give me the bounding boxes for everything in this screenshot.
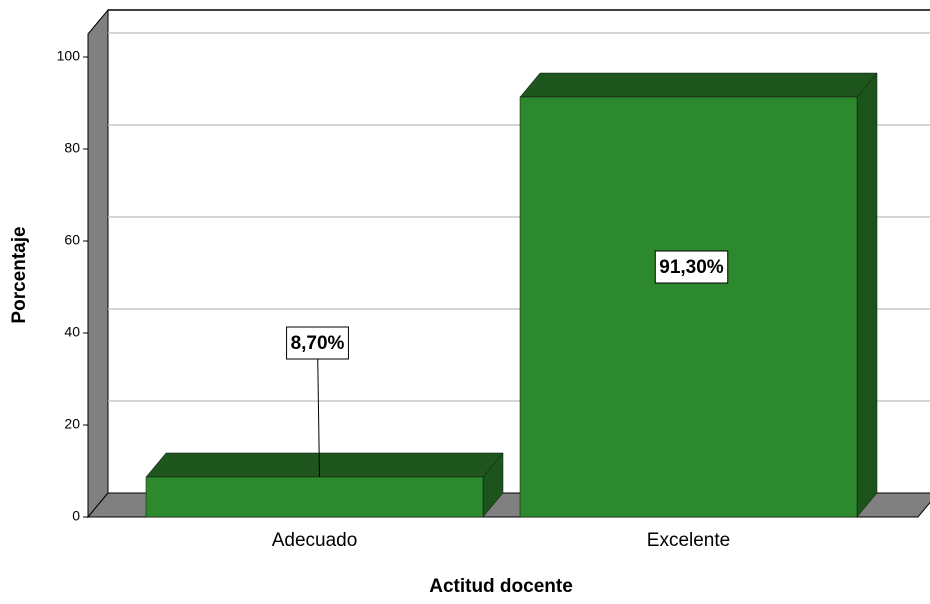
value-label: 8,70%	[291, 333, 345, 354]
x-tick-label: Adecuado	[272, 530, 358, 551]
x-axis-title: Actitud docente	[429, 576, 573, 597]
bar-top	[145, 452, 504, 478]
y-tick-label: 0	[72, 508, 80, 524]
value-label-box	[286, 326, 349, 360]
y-tick-label: 60	[64, 232, 80, 248]
value-label-box	[654, 250, 729, 284]
label-leader	[317, 342, 320, 477]
y-tick-label: 80	[64, 140, 80, 156]
bar-side	[856, 72, 878, 518]
y-tick-label: 20	[64, 416, 80, 432]
y-axis-title: Porcentaje	[9, 226, 30, 323]
y-tick-label: 100	[57, 48, 81, 64]
bar-top	[519, 72, 878, 98]
bar	[145, 476, 484, 518]
value-label-group: 8,70%	[286, 326, 349, 360]
y-tick-label: 40	[64, 324, 80, 340]
left-wall	[87, 8, 109, 519]
value-label-group: 91,30%	[654, 250, 729, 284]
value-label: 91,30%	[659, 257, 724, 278]
x-tick-label: Excelente	[647, 530, 730, 551]
bar	[519, 96, 858, 518]
